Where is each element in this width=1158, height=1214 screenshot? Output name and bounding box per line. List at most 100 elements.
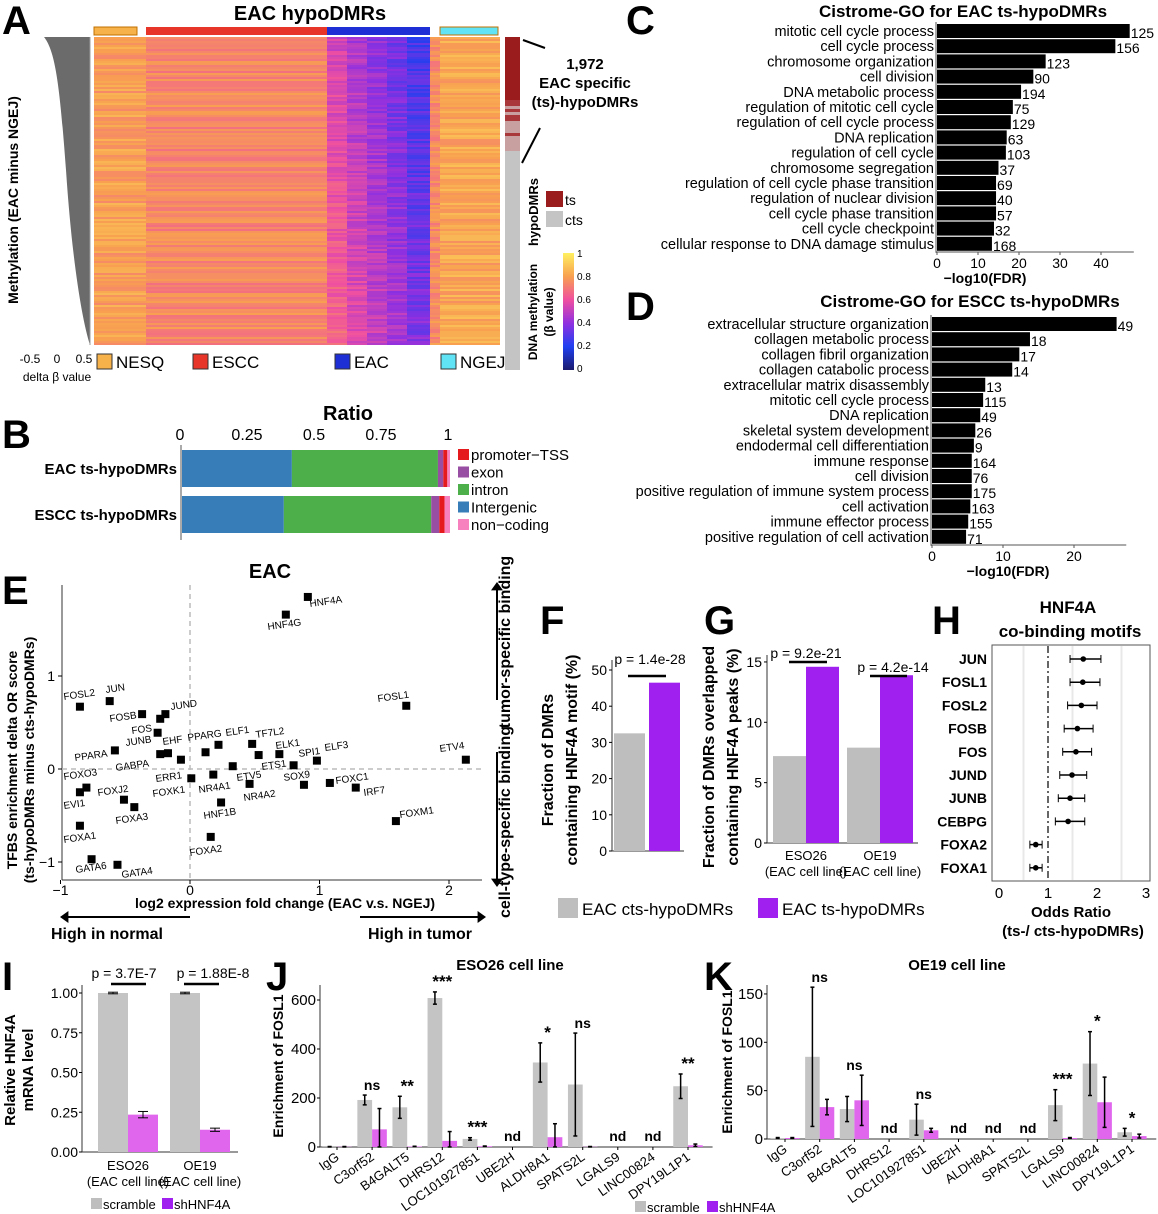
bar — [937, 115, 1011, 130]
heatmap-cell — [327, 55, 347, 57]
tick-label: 20 — [1011, 255, 1027, 271]
data-point — [245, 779, 254, 788]
heatmap-cell — [440, 209, 500, 211]
hypodmr-class-cell — [505, 280, 520, 283]
heatmap-cell — [347, 233, 367, 235]
heatmap-cell — [387, 105, 407, 107]
heatmap-cell — [367, 145, 387, 147]
heatmap-cell — [440, 319, 500, 321]
heatmap-cell — [347, 75, 367, 77]
heatmap-cell — [440, 97, 500, 99]
heatmap-cell — [146, 231, 327, 233]
heatmap-cell — [347, 175, 367, 177]
heatmap-cell — [367, 85, 387, 87]
heatmap-cell — [327, 247, 347, 249]
heatmap-cell — [327, 213, 347, 215]
heatmap-cell — [367, 107, 387, 109]
heatmap-cell — [430, 317, 440, 319]
point-label: SOX9 — [283, 769, 311, 784]
heatmap-cell — [407, 175, 430, 177]
heatmap-cell — [440, 111, 500, 113]
heatmap-cell — [94, 333, 146, 335]
heatmap-cell — [367, 133, 387, 135]
heatmap-cell — [387, 115, 407, 117]
heatmap-cell — [347, 125, 367, 127]
tick-label: 2 — [1093, 885, 1101, 902]
heatmap-cell — [327, 183, 347, 185]
heatmap-cell — [440, 235, 500, 237]
heatmap-cell — [430, 101, 440, 103]
heatmap-cell — [430, 309, 440, 311]
category-label: regulation of cell cycle process — [737, 115, 934, 131]
significance-label: ** — [401, 1076, 415, 1095]
heatmap-cell — [327, 209, 347, 211]
heatmap-cell — [347, 39, 367, 41]
hypodmr-class-cell — [505, 175, 520, 178]
heatmap-cell — [367, 249, 387, 251]
heatmap-cell — [440, 265, 500, 267]
category-label: collagen metabolic process — [754, 332, 929, 348]
heatmap-cell — [94, 233, 146, 235]
heatmap-cell — [146, 339, 327, 341]
legend-swatch — [458, 449, 469, 460]
heatmap-cell — [440, 127, 500, 129]
heatmap-cell — [327, 73, 347, 75]
data-point — [119, 795, 128, 804]
bar-value-label: 90 — [1034, 71, 1050, 87]
heatmap-cell — [407, 319, 430, 321]
heatmap-cell — [347, 335, 367, 337]
heatmap-cell — [440, 65, 500, 67]
heatmap-cell — [327, 81, 347, 83]
heatmap-cell — [430, 255, 440, 257]
heatmap-cell — [440, 139, 500, 141]
heatmap-cell — [347, 305, 367, 307]
heatmap-cell — [146, 67, 327, 69]
heatmap-cell — [440, 99, 500, 101]
panel-letter: I — [2, 955, 13, 999]
heatmap-cell — [327, 287, 347, 289]
hypodmr-class-cell — [505, 331, 520, 334]
data-point — [75, 702, 84, 711]
legend-label: intron — [471, 482, 509, 499]
heatmap-cell — [94, 71, 146, 73]
heatmap-cell — [407, 83, 430, 85]
heatmap-cell — [327, 101, 347, 103]
category-label: EAC ts-hypoDMRs — [44, 461, 177, 478]
data-point — [82, 783, 91, 792]
heatmap-cell — [440, 275, 500, 277]
heatmap-cell — [367, 55, 387, 57]
heatmap-cell — [440, 165, 500, 167]
hypodmr-class-cell — [505, 220, 520, 223]
heatmap-cell — [440, 171, 500, 173]
heatmap-cell — [407, 141, 430, 143]
heatmap-cell — [407, 265, 430, 267]
heatmap-cell — [367, 315, 387, 317]
heatmap-cell — [347, 61, 367, 63]
heatmap-cell — [327, 243, 347, 245]
category-label: chromosome organization — [767, 54, 934, 70]
heatmap-cell — [94, 69, 146, 71]
heatmap-cell — [94, 307, 146, 309]
heatmap-cell — [440, 269, 500, 271]
heatmap-cell — [94, 261, 146, 263]
heatmap-cell — [430, 321, 440, 323]
category-label: cell cycle phase transition — [769, 206, 934, 222]
heatmap-cell — [327, 165, 347, 167]
heatmap-cell — [407, 225, 430, 227]
heatmap-cell — [407, 247, 430, 249]
heatmap-cell — [94, 161, 146, 163]
heatmap-cell — [430, 159, 440, 161]
heatmap-cell — [347, 169, 367, 171]
heatmap-cell — [347, 343, 367, 345]
heatmap-cell — [367, 335, 387, 337]
heatmap-cell — [430, 135, 440, 137]
bar-value-label: 75 — [1014, 101, 1030, 117]
category-label: regulation of mitotic cell cycle — [745, 100, 934, 116]
heatmap-cell — [387, 343, 407, 345]
heatmap-cell — [146, 221, 327, 223]
heatmap-cell — [146, 251, 327, 253]
heatmap-cell — [367, 219, 387, 221]
bar — [932, 377, 986, 392]
heatmap-cell — [347, 311, 367, 313]
heatmap-cell — [367, 95, 387, 97]
